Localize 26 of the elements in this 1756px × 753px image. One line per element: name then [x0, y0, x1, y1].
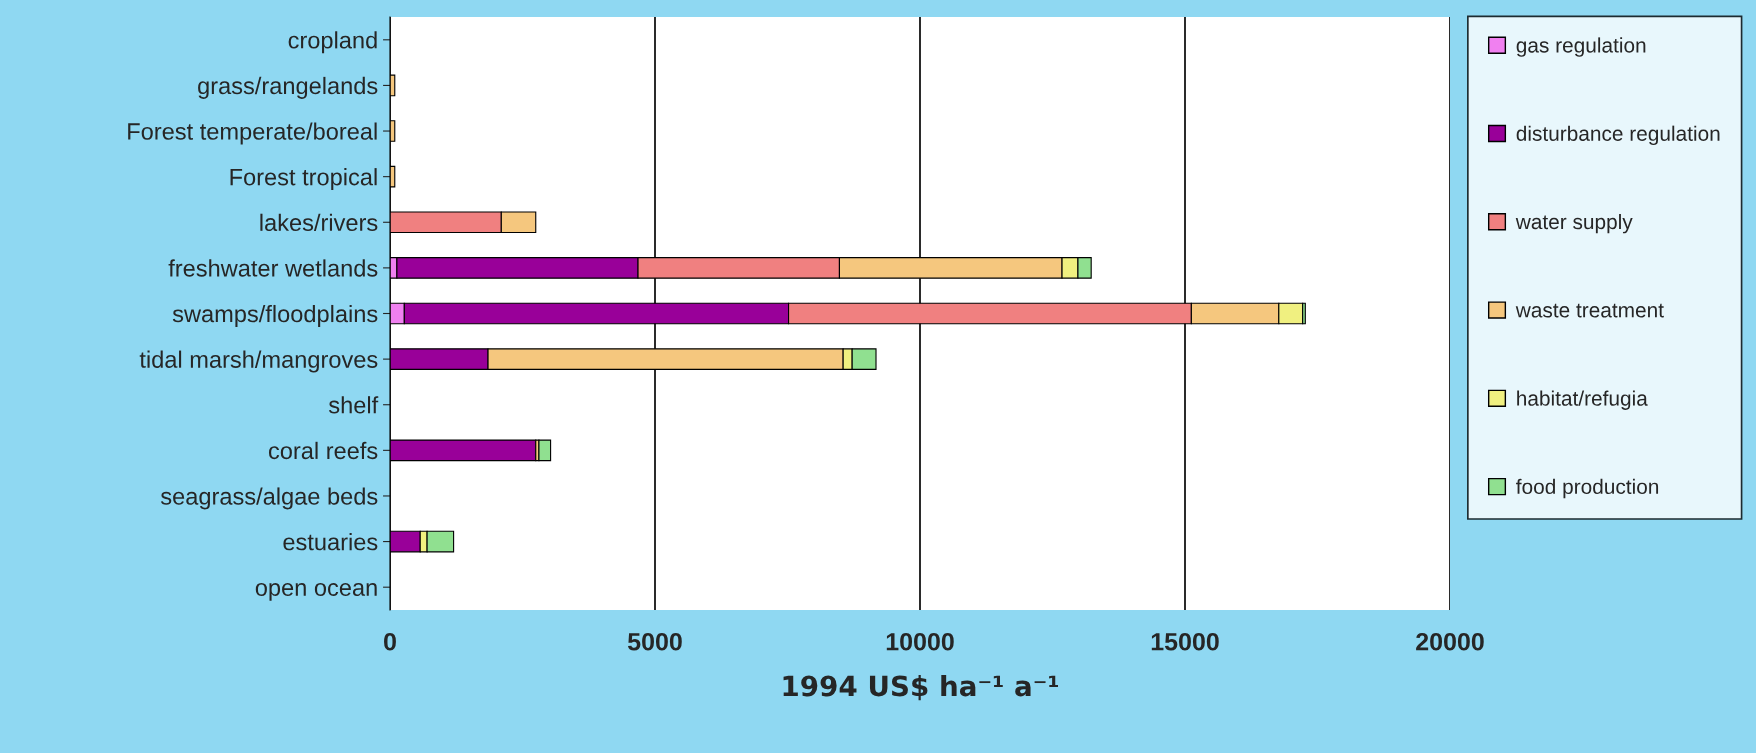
y-tick-label: freshwater wetlands [168, 259, 378, 277]
x-tick-label: 15000 [1151, 632, 1219, 651]
y-tick-label: cropland [288, 31, 377, 54]
y-tick-label: grass/rangelands [198, 76, 378, 99]
y-tick-label: lakes/rivers [260, 213, 378, 232]
x-tick-label: 10000 [886, 632, 954, 651]
y-tick-label: Forest temperate/boreal [128, 122, 377, 145]
y-tick-label: swamps/floodplains [172, 304, 378, 327]
x-tick-label: 5000 [627, 632, 682, 651]
y-tick-label: open ocean [255, 583, 377, 601]
bar [538, 439, 552, 462]
y-tick-label: tidal marsh/mangroves [139, 350, 378, 373]
legend-label: disturbance regulation [1516, 125, 1720, 146]
y-tick-label: Forest tropical [230, 168, 377, 191]
x-axis-title: 1994 US$ ha⁻¹ a⁻¹ [783, 674, 1059, 701]
y-tick-label: estuaries [283, 533, 378, 551]
legend-label: habitat/refugia [1517, 390, 1648, 410]
legend-label: food production [1516, 478, 1659, 499]
y-tick-label: shelf [328, 396, 379, 414]
x-tick-label: 0 [384, 632, 396, 651]
legend-label: gas regulation [1516, 37, 1646, 57]
y-tick-label: seagrass/algae beds [160, 487, 378, 510]
legend-label: waste treatment [1515, 303, 1664, 318]
legend-label: water supply [1515, 213, 1633, 234]
y-tick-label: coral reefs [268, 441, 378, 460]
x-tick-label: 20000 [1416, 632, 1484, 651]
